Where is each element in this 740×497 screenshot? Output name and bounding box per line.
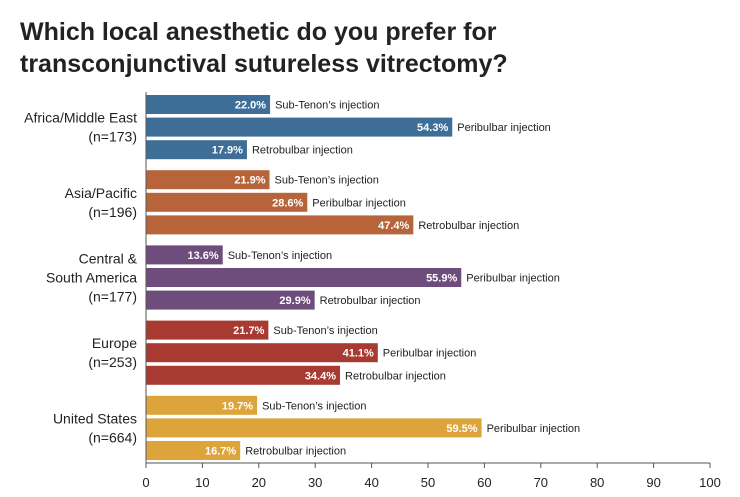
bar [146, 418, 482, 438]
x-tick-label: 100 [699, 475, 721, 490]
bar-series-label: Sub-Tenon’s injection [275, 175, 379, 187]
bar [146, 343, 378, 363]
x-axis: 0 10 20 30 40 50 60 70 80 90 100 [142, 92, 721, 490]
bar-value-label: 17.9% [212, 145, 243, 157]
bar [146, 215, 414, 235]
bar [146, 192, 308, 212]
x-tick-label: 40 [364, 475, 378, 490]
bar-series-label: Sub-Tenon’s injection [228, 250, 332, 262]
bar [146, 95, 271, 114]
bar-value-label: 34.4% [305, 370, 336, 382]
x-tick-label: 60 [477, 475, 491, 490]
bar [146, 441, 241, 460]
group-labels-layer: Africa/Middle East (n=173) Asia/Pacific (n=… [24, 110, 137, 446]
bar-series-label: Peribulbar injection [487, 423, 581, 435]
bar-value-label: 21.9% [234, 175, 265, 187]
bar-series-label: Sub-Tenon’s injection [275, 100, 379, 112]
x-tick-label: 80 [590, 475, 604, 490]
bar [146, 140, 247, 160]
bar [146, 320, 269, 340]
bar-series-label: Sub-Tenon’s injection [262, 400, 366, 412]
bar-value-label: 41.1% [343, 348, 374, 360]
bar-series-label: Retrobulbar injection [345, 370, 446, 382]
bar-series-label: Peribulbar injection [466, 273, 560, 285]
bar-series-label: Peribulbar injection [312, 197, 406, 209]
x-tick-label: 50 [421, 475, 435, 490]
x-tick-label: 0 [142, 475, 149, 490]
group-label-line: (n=173) [88, 129, 137, 145]
bar-series-label: Retrobulbar injection [245, 446, 346, 458]
bar-value-label: 16.7% [205, 446, 236, 458]
group-label-line: United States [53, 410, 137, 426]
bar [146, 170, 270, 190]
bar-series-label: Peribulbar injection [457, 122, 551, 134]
bar-series-label: Retrobulbar injection [320, 295, 421, 307]
chart-title-line-2: transconjunctival sutureless vitrectomy? [20, 50, 508, 78]
bar-value-label: 54.3% [417, 122, 448, 134]
group-label-line: South America [46, 270, 137, 286]
group-label-line: (n=177) [88, 289, 137, 305]
x-tick-label: 30 [308, 475, 322, 490]
group-label-line: Asia/Pacific [65, 185, 137, 201]
bar-value-label: 47.4% [378, 220, 409, 232]
group-label-line: (n=664) [88, 429, 137, 445]
chart-title-line-1: Which local anesthetic do you prefer for [20, 18, 497, 46]
x-tick-label: 20 [252, 475, 266, 490]
x-tick-label: 70 [534, 475, 548, 490]
bars-layer: 22.0% Sub-Tenon’s injection 54.3% Peribulba… [146, 95, 580, 460]
bar [146, 290, 315, 310]
bar [146, 245, 223, 265]
group-label-line: Central & [79, 251, 138, 267]
bar-value-label: 19.7% [222, 400, 253, 412]
group-label-line: Europe [92, 335, 137, 351]
bar [146, 117, 453, 137]
group-label-line: (n=253) [88, 354, 137, 370]
bar-value-label: 13.6% [188, 250, 219, 262]
bar [146, 395, 258, 415]
bar [146, 268, 462, 287]
bar-value-label: 29.9% [279, 295, 310, 307]
bar-value-label: 59.5% [446, 423, 477, 435]
bar-series-label: Retrobulbar injection [252, 145, 353, 157]
x-tick-label: 90 [646, 475, 660, 490]
bar-series-label: Peribulbar injection [383, 348, 477, 360]
bar-value-label: 21.7% [233, 325, 264, 337]
x-tick-label: 10 [195, 475, 209, 490]
bar-value-label: 22.0% [235, 100, 266, 112]
bar-value-label: 55.9% [426, 273, 457, 285]
group-label-line: (n=196) [88, 204, 137, 220]
group-label-line: Africa/Middle East [24, 110, 137, 126]
bar [146, 365, 341, 385]
bar-series-label: Sub-Tenon’s injection [273, 325, 377, 337]
bar-series-label: Retrobulbar injection [418, 220, 519, 232]
bar-value-label: 28.6% [272, 197, 303, 209]
